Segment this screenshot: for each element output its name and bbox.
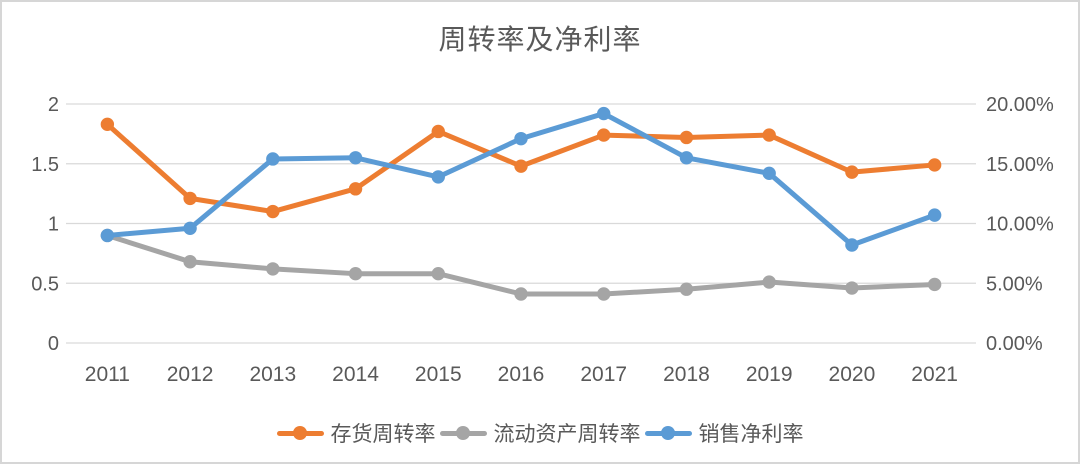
x-axis-label: 2015 — [415, 363, 462, 386]
legend: 存货周转率 流动资产周转率 销售净利率 — [2, 418, 1078, 448]
data-point-current-assets-turnover-2017[interactable] — [597, 287, 611, 301]
data-point-net-profit-margin-2021[interactable] — [927, 208, 942, 222]
legend-label-current-assets-turnover: 流动资产周转率 — [493, 423, 641, 446]
y-axis-label-left: 1.5 — [31, 154, 59, 176]
data-point-net-profit-margin-2017[interactable] — [597, 106, 611, 121]
legend-item-net-profit-margin[interactable]: 销售净利率 — [644, 418, 804, 448]
data-point-current-assets-turnover-2020[interactable] — [845, 281, 859, 295]
data-point-net-profit-margin-2019[interactable] — [762, 166, 776, 181]
data-point-inventory-turnover-2018[interactable] — [679, 130, 694, 145]
x-axis-label: 2014 — [332, 363, 379, 386]
data-point-inventory-turnover-2021[interactable] — [927, 158, 942, 172]
data-point-net-profit-margin-2016[interactable] — [514, 131, 528, 146]
x-axis-label: 2019 — [746, 363, 793, 386]
legend-line-marker-icon — [439, 426, 487, 441]
x-axis-label: 2021 — [911, 363, 958, 386]
data-point-net-profit-margin-2014[interactable] — [348, 151, 363, 165]
data-point-current-assets-turnover-2018[interactable] — [679, 282, 694, 296]
data-point-current-assets-turnover-2013[interactable] — [266, 262, 280, 276]
y-axis-label-right: 15.00% — [986, 154, 1054, 176]
x-axis-label: 2018 — [663, 363, 710, 386]
legend-label-inventory-turnover: 存货周转率 — [330, 423, 436, 446]
x-axis-label: 2017 — [580, 363, 627, 386]
data-point-inventory-turnover-2013[interactable] — [266, 204, 280, 219]
series-line-current-assets-turnover — [104, 232, 938, 297]
x-axis-label: 2020 — [829, 363, 876, 386]
data-point-inventory-turnover-2014[interactable] — [348, 182, 363, 196]
data-point-current-assets-turnover-2021[interactable] — [927, 277, 942, 292]
y-axis-label-left: 0 — [48, 333, 59, 355]
data-point-inventory-turnover-2015[interactable] — [431, 124, 445, 139]
legend-item-inventory-turnover[interactable]: 存货周转率 — [276, 418, 436, 448]
y-axis-label-right: 20.00% — [986, 94, 1054, 116]
data-point-current-assets-turnover-2016[interactable] — [514, 287, 528, 301]
y-axis-label-right: 10.00% — [986, 214, 1054, 236]
y-axis-label-left: 1 — [48, 214, 59, 236]
data-point-inventory-turnover-2017[interactable] — [597, 128, 611, 142]
legend-item-current-assets-turnover[interactable]: 流动资产周转率 — [439, 418, 641, 448]
chart-title: 周转率及净利率 — [438, 24, 642, 55]
data-point-net-profit-margin-2020[interactable] — [845, 238, 859, 252]
data-point-net-profit-margin-2011[interactable] — [100, 228, 115, 243]
x-axis-label: 2012 — [167, 363, 214, 386]
data-point-net-profit-margin-2013[interactable] — [266, 152, 280, 166]
data-point-net-profit-margin-2012[interactable] — [183, 221, 197, 235]
y-axis-label-left: 2 — [48, 94, 59, 116]
data-point-inventory-turnover-2020[interactable] — [845, 165, 859, 179]
data-point-net-profit-margin-2015[interactable] — [431, 170, 445, 184]
data-point-inventory-turnover-2012[interactable] — [183, 191, 197, 206]
data-point-current-assets-turnover-2014[interactable] — [348, 266, 363, 281]
data-point-inventory-turnover-2011[interactable] — [100, 117, 115, 132]
y-axis-label-right: 0.00% — [986, 333, 1043, 355]
data-point-current-assets-turnover-2019[interactable] — [762, 275, 776, 289]
y-axis-label-right: 5.00% — [986, 273, 1043, 295]
data-point-current-assets-turnover-2012[interactable] — [183, 255, 197, 269]
data-point-net-profit-margin-2018[interactable] — [679, 151, 694, 165]
data-point-inventory-turnover-2019[interactable] — [762, 128, 776, 142]
legend-line-marker-icon — [276, 426, 324, 441]
x-axis-label: 2011 — [85, 363, 130, 386]
legend-label-net-profit-margin: 销售净利率 — [698, 423, 804, 446]
x-axis-label: 2013 — [249, 363, 296, 386]
y-axis-label-left: 0.5 — [31, 273, 59, 295]
data-point-current-assets-turnover-2015[interactable] — [431, 266, 445, 281]
legend-line-marker-icon — [644, 426, 692, 441]
x-axis-label: 2016 — [498, 363, 545, 386]
data-point-inventory-turnover-2016[interactable] — [514, 159, 528, 173]
